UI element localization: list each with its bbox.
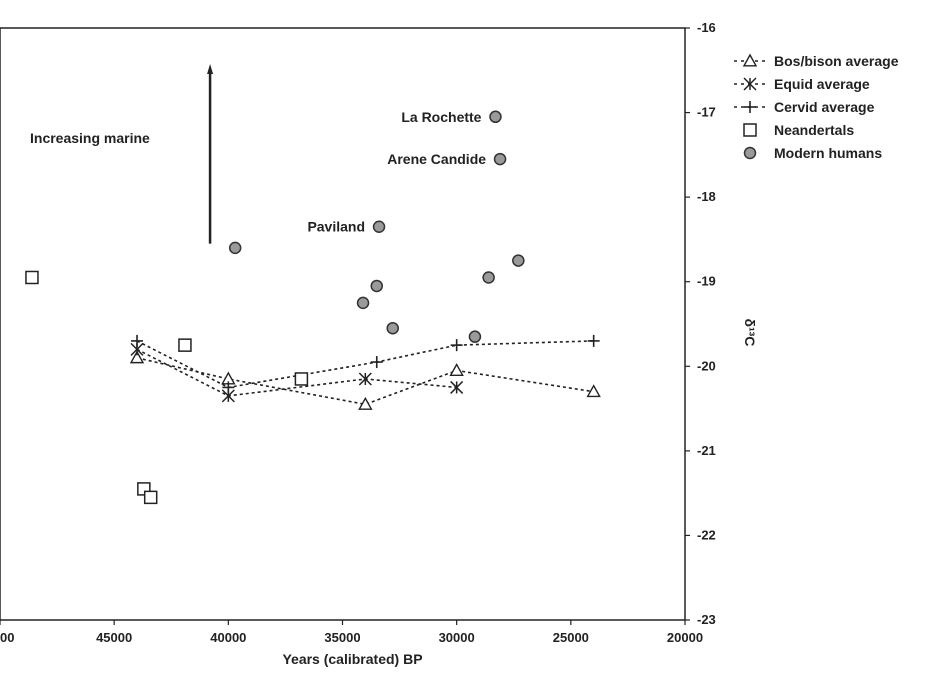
legend-marker — [743, 146, 757, 160]
point-modern-humans — [493, 152, 507, 166]
annotation-label: Arene Candide — [387, 151, 486, 167]
point-neandertals — [143, 490, 158, 505]
point-bos-bison-average — [586, 384, 601, 398]
y-tick-label: -23 — [697, 612, 716, 627]
y-tick-label: -19 — [697, 274, 716, 289]
point-cervid-average — [587, 334, 600, 347]
legend-marker — [743, 123, 757, 137]
legend-label: Cervid average — [774, 99, 875, 115]
point-cervid-average — [370, 356, 383, 369]
point-equid-average — [450, 380, 464, 394]
y-axis-right: -16 -17 -18 -19 -20 -21 -22 -23 — [685, 20, 716, 627]
point-modern-humans — [228, 241, 242, 255]
x-tick-label: 30000 — [439, 630, 475, 645]
y-tick-label: -21 — [697, 443, 716, 458]
legend-marker — [744, 101, 756, 113]
legend: Bos/bison average Equid average Cervid ave… — [734, 53, 899, 161]
x-tick-label: 35000 — [324, 630, 360, 645]
plot-area — [0, 27, 686, 621]
y-tick-label: -20 — [697, 358, 716, 373]
legend-item-cervid-average: Cervid average — [734, 99, 875, 115]
legend-marker — [743, 77, 757, 91]
x-tick-label: 40000 — [210, 630, 246, 645]
data-markers — [25, 110, 601, 505]
annotations: La Rochette Arene Candide Paviland Increasi… — [30, 64, 486, 244]
series-lines — [136, 340, 594, 406]
legend-label: Equid average — [774, 76, 870, 92]
point-cervid-average — [450, 339, 463, 352]
y-tick-label: -17 — [697, 105, 716, 120]
point-modern-humans — [468, 330, 482, 343]
point-neandertals — [294, 372, 309, 386]
legend-marker — [742, 53, 758, 67]
y-tick-label: -18 — [697, 189, 716, 204]
y-tick-label: -16 — [697, 20, 716, 35]
legend-label: Bos/bison average — [774, 53, 899, 69]
x-tick-label: 25000 — [553, 630, 589, 645]
annotation-label: Paviland — [307, 219, 365, 235]
point-modern-humans — [386, 321, 399, 335]
legend-item-neandertals: Neandertals — [743, 122, 854, 138]
legend-item-bos-bison-average: Bos/bison average — [734, 53, 899, 69]
legend-label: Modern humans — [774, 145, 882, 161]
point-modern-humans — [512, 254, 525, 267]
point-bos-bison-average — [129, 350, 145, 364]
legend-item-modern-humans: Modern humans — [743, 145, 882, 161]
point-modern-humans — [482, 271, 495, 284]
point-neandertals — [25, 270, 39, 285]
point-equid-average — [358, 372, 372, 386]
legend-label: Neandertals — [774, 122, 854, 138]
y-axis-title: δ¹³C — [742, 318, 758, 346]
point-cervid-average — [222, 381, 235, 394]
legend-item-equid-average: Equid average — [734, 76, 870, 92]
y-tick-label: -22 — [697, 527, 716, 542]
point-modern-humans — [372, 220, 386, 233]
annotation-label: La Rochette — [401, 109, 481, 125]
point-bos-bison-average — [358, 396, 373, 410]
point-bos-bison-average — [449, 363, 464, 377]
x-axis-title: Years (calibrated) BP — [282, 651, 422, 667]
point-modern-humans — [370, 279, 383, 293]
x-tick-label: 00 — [0, 630, 14, 645]
arrow-annotation-label: Increasing marine — [30, 130, 150, 146]
plot-frame — [0, 27, 686, 621]
point-modern-humans — [489, 110, 502, 124]
x-axis: 00 45000 40000 35000 30000 25000 20000 — [0, 620, 703, 645]
x-tick-label: 45000 — [96, 630, 132, 645]
x-tick-label: 20000 — [667, 630, 703, 645]
point-neandertals — [178, 338, 192, 352]
point-modern-humans — [356, 296, 370, 310]
point-cervid-average — [131, 334, 143, 347]
arrow-head — [207, 64, 214, 75]
